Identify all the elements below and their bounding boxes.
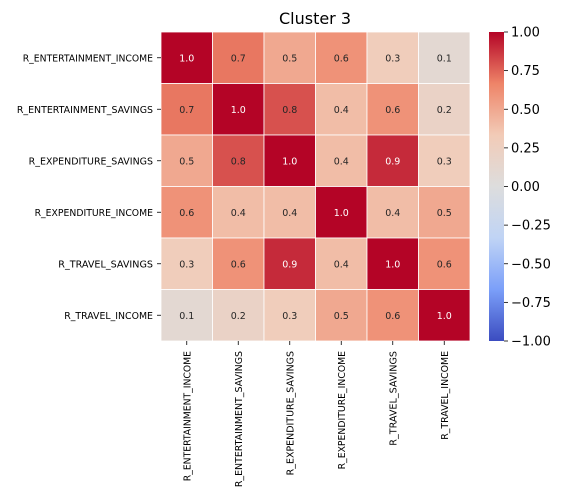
cell-label: 0.4 (334, 105, 349, 116)
heatmap-cell (160, 289, 213, 342)
cell-label: 0.6 (231, 259, 246, 270)
colorbar: 1.00 0.75 0.50 0.25 0.00 −0.25 −0.50 −0.75 −1.00 (489, 26, 551, 350)
column-tick-label: R_TRAVEL_SAVINGS (388, 351, 399, 446)
heatmap-cell (418, 186, 471, 239)
heatmap-cell (418, 31, 471, 84)
column-tick-label: R_EXPENDITURE_INCOME (337, 351, 348, 469)
cell-label: 0.6 (385, 105, 400, 116)
heatmap-cell (212, 83, 265, 136)
column-tick-labels: R_ENTERTAINMENT_INCOME R_ENTERTAINMENT_SA… (182, 341, 451, 487)
heatmap-cell (418, 134, 471, 187)
row-tick-label: R_ENTERTAINMENT_SAVINGS (17, 105, 153, 116)
colorbar-tick-label: −0.50 (511, 257, 551, 272)
chart-title: Cluster 3 (279, 9, 351, 28)
cell-label: 0.6 (334, 53, 349, 64)
heatmap-cell (418, 83, 471, 136)
colorbar-tick-label: −0.75 (511, 296, 551, 311)
cell-label: 0.6 (179, 208, 194, 219)
row-tick-label: R_ENTERTAINMENT_INCOME (23, 53, 153, 64)
cell-label: 0.3 (437, 156, 452, 167)
heatmap-cell (315, 186, 368, 239)
heatmap-cell (263, 237, 316, 290)
colorbar-tick-label: 1.00 (511, 26, 540, 41)
heatmap-cell (160, 31, 213, 84)
heatmap-cell (315, 83, 368, 136)
heatmap-cell (212, 134, 265, 187)
cell-label: 0.5 (282, 53, 297, 64)
heatmap-cell (366, 237, 419, 290)
heatmap-cell (212, 31, 265, 84)
heatmap-cell (418, 237, 471, 290)
cell-label: 0.2 (437, 105, 452, 116)
cell-label: 1.0 (385, 259, 400, 270)
cell-label: 0.5 (334, 311, 349, 322)
cell-label: 0.3 (282, 311, 297, 322)
cell-label: 0.7 (179, 105, 194, 116)
cell-label: 0.3 (179, 259, 194, 270)
colorbar-ticks: 1.00 0.75 0.50 0.25 0.00 −0.25 −0.50 −0.75 −1.00 (504, 26, 551, 350)
cell-label: 0.4 (231, 208, 246, 219)
cell-label: 0.4 (385, 208, 400, 219)
row-tick-labels: R_ENTERTAINMENT_INCOME R_ENTERTAINMENT_SA… (17, 53, 161, 322)
row-tick-label: R_EXPENDITURE_INCOME (35, 208, 153, 219)
cell-label: 1.0 (282, 156, 297, 167)
cell-label: 1.0 (334, 208, 349, 219)
colorbar-tick-label: 0.00 (511, 180, 540, 195)
cell-label: 0.8 (231, 156, 246, 167)
heatmap-cell (263, 31, 316, 84)
column-tick-label: R_ENTERTAINMENT_SAVINGS (234, 351, 245, 487)
heatmap-cell (418, 289, 471, 342)
heatmap-cell (160, 186, 213, 239)
heatmap-cell (263, 186, 316, 239)
cell-label: 0.8 (282, 105, 297, 116)
cell-label: 0.1 (437, 53, 452, 64)
row-tick-label: R_EXPENDITURE_SAVINGS (29, 156, 153, 167)
cell-label: 0.7 (231, 53, 246, 64)
cell-label: 0.6 (385, 311, 400, 322)
cell-label: 0.9 (385, 156, 400, 167)
heatmap-cell (366, 134, 419, 187)
cell-label: 0.3 (385, 53, 400, 64)
colorbar-gradient (489, 32, 504, 341)
cell-label: 1.0 (437, 311, 452, 322)
cell-label: 0.6 (437, 259, 452, 270)
cell-label: 0.4 (334, 156, 349, 167)
cell-label: 0.4 (334, 259, 349, 270)
heatmap-cells (160, 31, 471, 342)
cell-label: 1.0 (179, 53, 194, 64)
column-tick-label: R_EXPENDITURE_SAVINGS (285, 351, 296, 475)
colorbar-tick-label: 0.25 (511, 141, 540, 156)
heatmap-cell (315, 31, 368, 84)
heatmap-cell (160, 237, 213, 290)
colorbar-tick-label: 0.50 (511, 103, 540, 118)
row-tick-label: R_TRAVEL_SAVINGS (58, 259, 153, 270)
row-tick-label: R_TRAVEL_INCOME (64, 311, 153, 322)
cell-label: 0.5 (179, 156, 194, 167)
colorbar-tick-label: −0.25 (511, 219, 551, 234)
column-tick-label: R_ENTERTAINMENT_INCOME (182, 351, 193, 481)
heatmap-cell (366, 186, 419, 239)
cell-label: 0.5 (437, 208, 452, 219)
colorbar-tick-label: 0.75 (511, 64, 540, 79)
cell-label: 0.1 (179, 311, 194, 322)
cell-label: 0.9 (282, 259, 297, 270)
cell-label: 0.2 (231, 311, 246, 322)
heatmap-cell (315, 134, 368, 187)
cell-label: 1.0 (231, 105, 246, 116)
cell-labels: 1.0 0.7 0.5 0.6 0.3 0.1 0.7 1.0 0.8 0.4 0.6 0.2 0.5 0… (179, 53, 452, 322)
colorbar-tick-label: −1.00 (511, 335, 551, 350)
heatmap-cell (315, 237, 368, 290)
cell-label: 0.4 (282, 208, 297, 219)
column-tick-label: R_TRAVEL_INCOME (440, 351, 451, 440)
heatmap-cell (212, 186, 265, 239)
